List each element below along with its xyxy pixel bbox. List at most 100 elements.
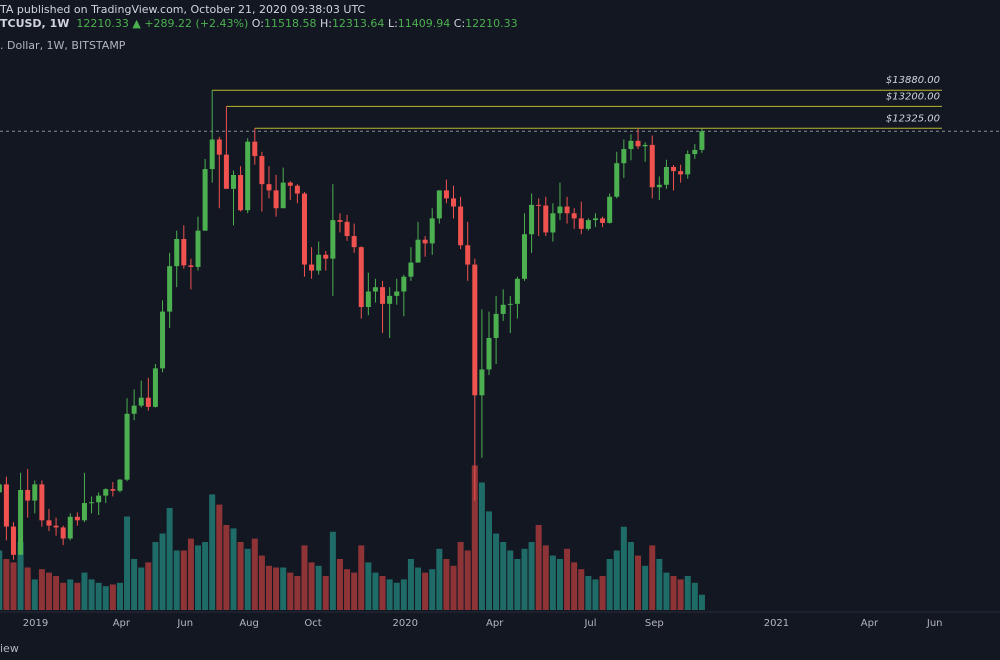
volume-bar (379, 576, 386, 610)
candle-body (614, 163, 620, 197)
volume-bar (180, 550, 187, 610)
candle-body (543, 205, 549, 233)
volume-bar (528, 542, 535, 610)
volume-bar (549, 555, 556, 610)
candle-body (81, 503, 87, 521)
candle-body (429, 218, 435, 244)
candle-body (96, 495, 102, 503)
candle-body (74, 516, 80, 521)
volume-bar (244, 548, 251, 610)
volume-bar (258, 555, 265, 610)
volume-bar (124, 516, 131, 610)
level-label: $12325.00 (886, 113, 940, 124)
volume-bar (620, 526, 627, 610)
ohlc-value: 11518.58 (263, 17, 317, 30)
change-icon: ▲ (132, 17, 141, 30)
level-label: $13880.00 (886, 75, 940, 86)
volume-bar (116, 582, 123, 610)
volume-bar (152, 542, 159, 610)
ohlc-value: 12313.64 (331, 17, 385, 30)
candle-body (0, 484, 2, 493)
candle-body (160, 311, 166, 369)
candle-body (692, 149, 698, 155)
publisher: TA published on TradingView.com, October… (0, 3, 366, 16)
volume-bar (393, 582, 400, 610)
volume-bar (230, 528, 237, 610)
source: . Dollar, 1W, BITSTAMP (0, 39, 126, 52)
volume-bar (287, 572, 294, 610)
candle-body (337, 220, 343, 222)
volume-bar (195, 545, 202, 610)
volume-bar (17, 542, 24, 610)
volume-bar (642, 565, 649, 610)
volume-bar (358, 545, 365, 610)
volume-bar (613, 550, 620, 610)
candle-body (259, 156, 265, 185)
volume-bar (74, 582, 81, 610)
volume-bar (478, 482, 485, 610)
volume-bar (301, 545, 308, 610)
candle-body (472, 264, 478, 396)
candle-body (358, 247, 364, 308)
candle-body (174, 238, 180, 267)
ohlc-key: H: (319, 17, 332, 30)
volume-bar (542, 545, 549, 610)
candle-body (500, 304, 506, 314)
candle-body (465, 245, 471, 265)
candle-body (592, 218, 598, 221)
price: 12210.33 (76, 17, 129, 30)
volume-bar (209, 494, 216, 610)
volume-bar (145, 562, 152, 610)
candle-body (387, 295, 393, 304)
volume-bar (571, 562, 578, 610)
candle-body (663, 166, 669, 185)
candle-body (10, 526, 16, 555)
volume-bar (535, 525, 542, 610)
volume-bar (500, 542, 507, 610)
candle-body (287, 182, 293, 186)
volume-bar (656, 559, 663, 610)
volume-bar (556, 559, 563, 610)
volume-bar (422, 572, 429, 610)
volume-bar (507, 550, 514, 610)
footer-text: iew (0, 642, 19, 655)
candle-body (209, 139, 215, 170)
volume-bar (464, 550, 471, 610)
volume-bar (88, 579, 95, 610)
volume-bar (45, 572, 52, 610)
volume-bar (564, 548, 571, 610)
volume-bar (60, 582, 67, 610)
volume-bar (265, 565, 272, 610)
ohlc-key: L: (387, 17, 398, 30)
candle-body (394, 291, 400, 296)
volume-bar (649, 545, 656, 610)
volume-bar (131, 559, 138, 610)
candle-body (550, 213, 556, 233)
volume-bar (10, 562, 17, 610)
candle-body (344, 221, 350, 237)
candle-body (621, 149, 627, 164)
candle-body (656, 184, 662, 188)
candle-body (238, 175, 244, 211)
change: +289.22 (+2.43%) (144, 17, 249, 30)
volume-bar (322, 576, 329, 610)
candle-body (216, 139, 222, 155)
volume-bar (251, 538, 258, 610)
ohlc-key: C: (453, 17, 466, 30)
candle-body (309, 264, 315, 271)
volume-bar (138, 567, 145, 610)
candle-body (46, 520, 52, 526)
x-tick-label: Apr (486, 618, 504, 629)
volume-bar (0, 550, 3, 610)
volume-bar (166, 508, 173, 610)
candle-body (372, 287, 378, 292)
candle-body (3, 484, 9, 527)
volume-bar (599, 576, 606, 610)
candle-body (628, 140, 634, 150)
volume-bar (273, 567, 280, 610)
candle-body (514, 278, 520, 304)
volume-bar (237, 542, 244, 610)
candle-body (195, 230, 201, 267)
candle-body (110, 489, 116, 491)
